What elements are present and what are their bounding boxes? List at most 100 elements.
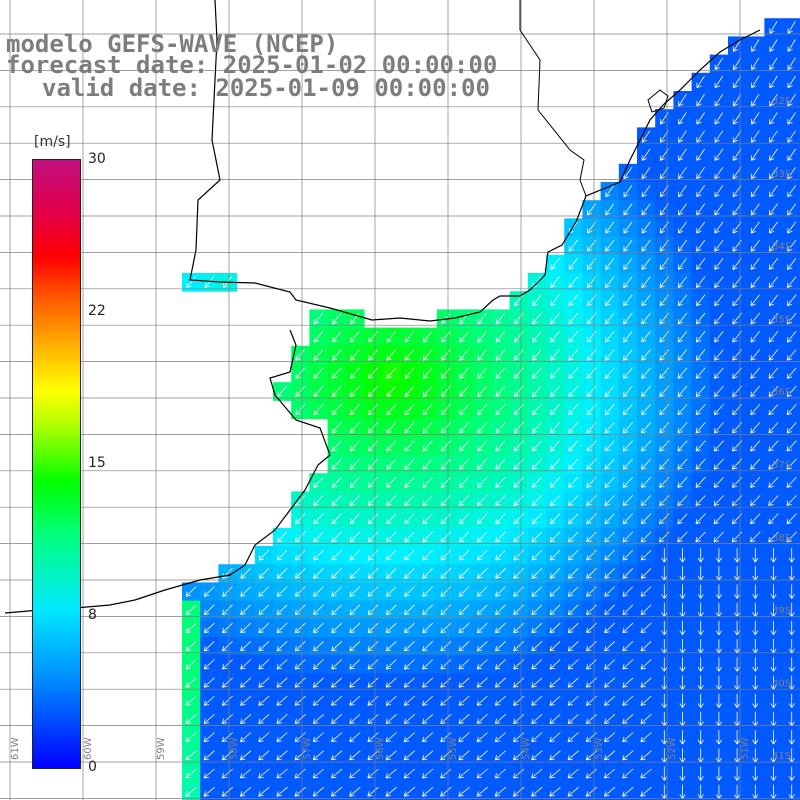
wind-arrow — [494, 768, 507, 779]
wind-arrow — [477, 531, 488, 543]
wind-arrow — [513, 367, 524, 379]
wind-arrow — [787, 166, 797, 179]
wind-arrow — [531, 714, 543, 724]
wind-arrow — [715, 602, 722, 617]
wind-arrow — [386, 349, 397, 361]
wind-arrow — [604, 641, 616, 652]
wind-arrow — [550, 276, 560, 288]
wind-arrow — [641, 239, 651, 252]
wind-arrow — [679, 620, 686, 636]
wind-arrow — [549, 786, 561, 797]
wind-arrow — [294, 622, 306, 634]
wind-arrow — [623, 203, 633, 216]
wind-arrow — [661, 675, 668, 690]
wind-arrow — [567, 641, 579, 652]
wind-arrow — [622, 786, 634, 797]
wind-arrow — [532, 312, 542, 325]
wind-arrow — [441, 367, 451, 379]
wind-arrow — [752, 730, 759, 745]
wind-arrow — [440, 422, 451, 434]
wind-arrow — [385, 586, 397, 597]
wind-arrow — [640, 531, 652, 543]
wind-arrow — [312, 714, 324, 724]
wind-arrow — [404, 422, 415, 434]
wind-arrow — [549, 586, 561, 597]
wind-arrow — [495, 513, 506, 525]
wind-arrow — [768, 276, 779, 288]
wind-arrow — [695, 349, 706, 361]
wind-arrow — [604, 367, 615, 379]
lat-label: 36S — [772, 387, 791, 398]
wind-arrow — [203, 714, 215, 724]
wind-arrow — [294, 786, 306, 797]
wind-arrow — [476, 786, 488, 797]
wind-arrow — [494, 714, 506, 724]
wind-arrow — [549, 549, 561, 561]
wind-arrow — [258, 568, 270, 579]
wind-arrow — [513, 677, 525, 688]
wind-arrow — [585, 786, 598, 797]
wind-arrow — [714, 367, 724, 379]
wind-arrow — [641, 312, 651, 325]
wind-arrow — [349, 422, 360, 434]
wind-arrow — [185, 659, 197, 670]
wind-arrow — [695, 331, 706, 343]
wind-arrow — [531, 732, 543, 743]
wind-arrow — [641, 349, 651, 361]
wind-arrow — [679, 711, 686, 727]
wind-arrow — [786, 349, 797, 361]
wind-arrow — [531, 531, 543, 543]
wind-arrow — [787, 75, 796, 89]
wind-arrow — [276, 768, 288, 779]
wind-arrow — [367, 568, 379, 579]
wind-arrow — [787, 294, 797, 307]
wind-arrow — [422, 604, 433, 615]
wind-arrow — [585, 677, 597, 688]
wind-arrow — [330, 786, 343, 797]
wind-arrow — [349, 586, 361, 597]
wind-arrow — [661, 711, 668, 727]
wind-arrow — [677, 495, 688, 506]
wind-arrow — [734, 675, 741, 690]
wind-arrow — [276, 604, 288, 615]
wind-arrow — [623, 385, 633, 397]
wind-arrow — [677, 276, 688, 288]
wind-arrow — [604, 768, 616, 779]
wind-arrow — [750, 367, 761, 379]
wind-arrow — [622, 458, 633, 470]
wind-arrow — [313, 403, 324, 416]
wind-arrow — [604, 549, 615, 561]
wind-arrow — [697, 584, 704, 599]
wind-arrow — [495, 622, 506, 634]
lon-label: 61W — [10, 737, 21, 760]
wind-arrow — [531, 495, 542, 506]
wind-arrow — [641, 185, 651, 198]
wind-arrow — [385, 768, 397, 779]
wind-arrow — [276, 695, 288, 706]
wind-arrow — [715, 766, 722, 781]
wind-arrow — [239, 786, 252, 797]
wind-arrow — [734, 602, 741, 617]
wind-arrow — [367, 695, 379, 706]
wind-arrow — [367, 549, 379, 561]
wind-arrow — [331, 750, 343, 761]
wind-arrow — [385, 641, 397, 652]
wind-arrow — [294, 750, 306, 761]
wind-arrow — [367, 750, 379, 761]
wind-arrow — [404, 476, 415, 488]
wind-arrow — [750, 294, 760, 307]
wind-arrow — [203, 750, 215, 761]
wind-arrow — [788, 730, 795, 745]
wind-arrow — [605, 258, 615, 270]
wind-arrow — [788, 711, 795, 727]
wind-arrow — [440, 568, 452, 579]
wind-arrow — [750, 239, 760, 252]
coastline-uruguay-brazil — [189, 0, 761, 322]
wind-arrow — [568, 440, 579, 452]
wind-arrow — [659, 531, 670, 543]
wind-arrow — [422, 568, 433, 579]
wind-arrow — [422, 622, 434, 634]
wind-arrow — [568, 513, 579, 525]
wind-arrow — [258, 714, 270, 724]
